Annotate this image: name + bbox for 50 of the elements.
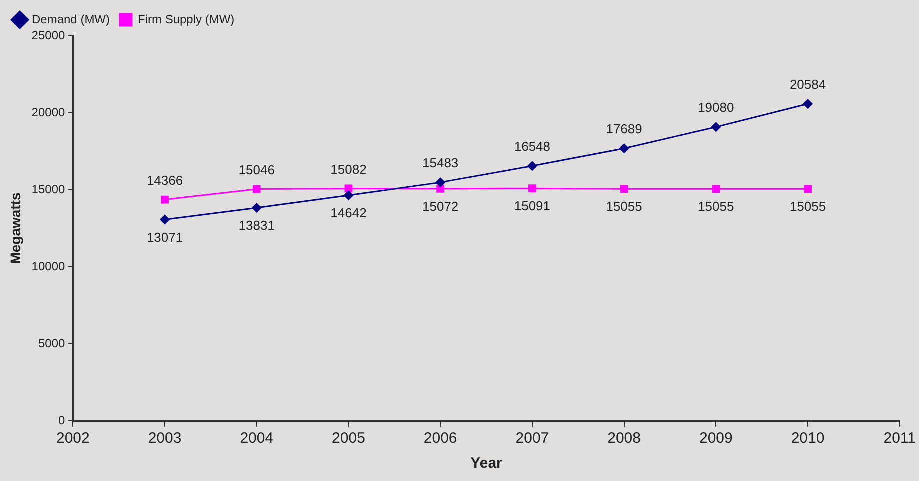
- point: [528, 161, 538, 171]
- data-label: 15055: [790, 199, 826, 214]
- data-label: 15483: [422, 156, 459, 171]
- x-tick-label: 2006: [424, 430, 458, 448]
- y-tick-label: 15000: [32, 182, 66, 196]
- x-tick-label: 2008: [608, 430, 641, 448]
- x-tick-label: 2007: [516, 430, 550, 448]
- x-tick-label: 2009: [699, 430, 733, 448]
- point: [436, 178, 446, 188]
- point: [804, 185, 812, 194]
- y-tick-label: 25000: [32, 28, 66, 42]
- data-label: 15046: [238, 162, 275, 178]
- data-label: 20584: [790, 77, 826, 92]
- x-tick-label: 2005: [332, 430, 366, 448]
- point: [620, 185, 628, 194]
- data-label: 14366: [146, 172, 184, 188]
- legend-label: Firm Supply (MW): [138, 12, 235, 26]
- y-tick-label: 0: [58, 413, 66, 428]
- legend-label: Demand (MW): [32, 12, 110, 26]
- point: [344, 190, 354, 200]
- data-label: 17689: [606, 122, 642, 137]
- data-label: 13831: [238, 218, 275, 234]
- point: [620, 144, 630, 154]
- point: [160, 214, 170, 224]
- data-label: 15082: [330, 162, 367, 177]
- point: [711, 122, 721, 132]
- data-label: 14642: [330, 206, 367, 221]
- y-tick-label: 5000: [38, 336, 66, 350]
- y-tick-label: 20000: [32, 105, 66, 120]
- x-tick-label: 2004: [240, 430, 274, 448]
- point: [161, 196, 169, 204]
- data-label: 15072: [422, 198, 459, 214]
- x-axis-title: Year: [470, 455, 503, 472]
- data-label: 15055: [606, 199, 642, 214]
- y-axis-title: Megawatts: [7, 192, 24, 264]
- data-label: 19080: [698, 100, 734, 116]
- data-label: 13071: [146, 230, 184, 245]
- point: [528, 184, 536, 193]
- point: [252, 203, 262, 213]
- x-tick-label: 2011: [884, 430, 916, 448]
- point: [712, 185, 720, 194]
- y-tick-label: 10000: [32, 259, 66, 274]
- point: [252, 185, 261, 194]
- data-label: 15091: [514, 198, 551, 214]
- x-tick-label: 2010: [791, 430, 825, 448]
- data-label: 16548: [514, 139, 551, 154]
- point: [803, 99, 813, 109]
- data-label: 15055: [698, 199, 734, 214]
- x-tick-label: 2002: [56, 430, 90, 448]
- x-tick-label: 2003: [148, 430, 182, 448]
